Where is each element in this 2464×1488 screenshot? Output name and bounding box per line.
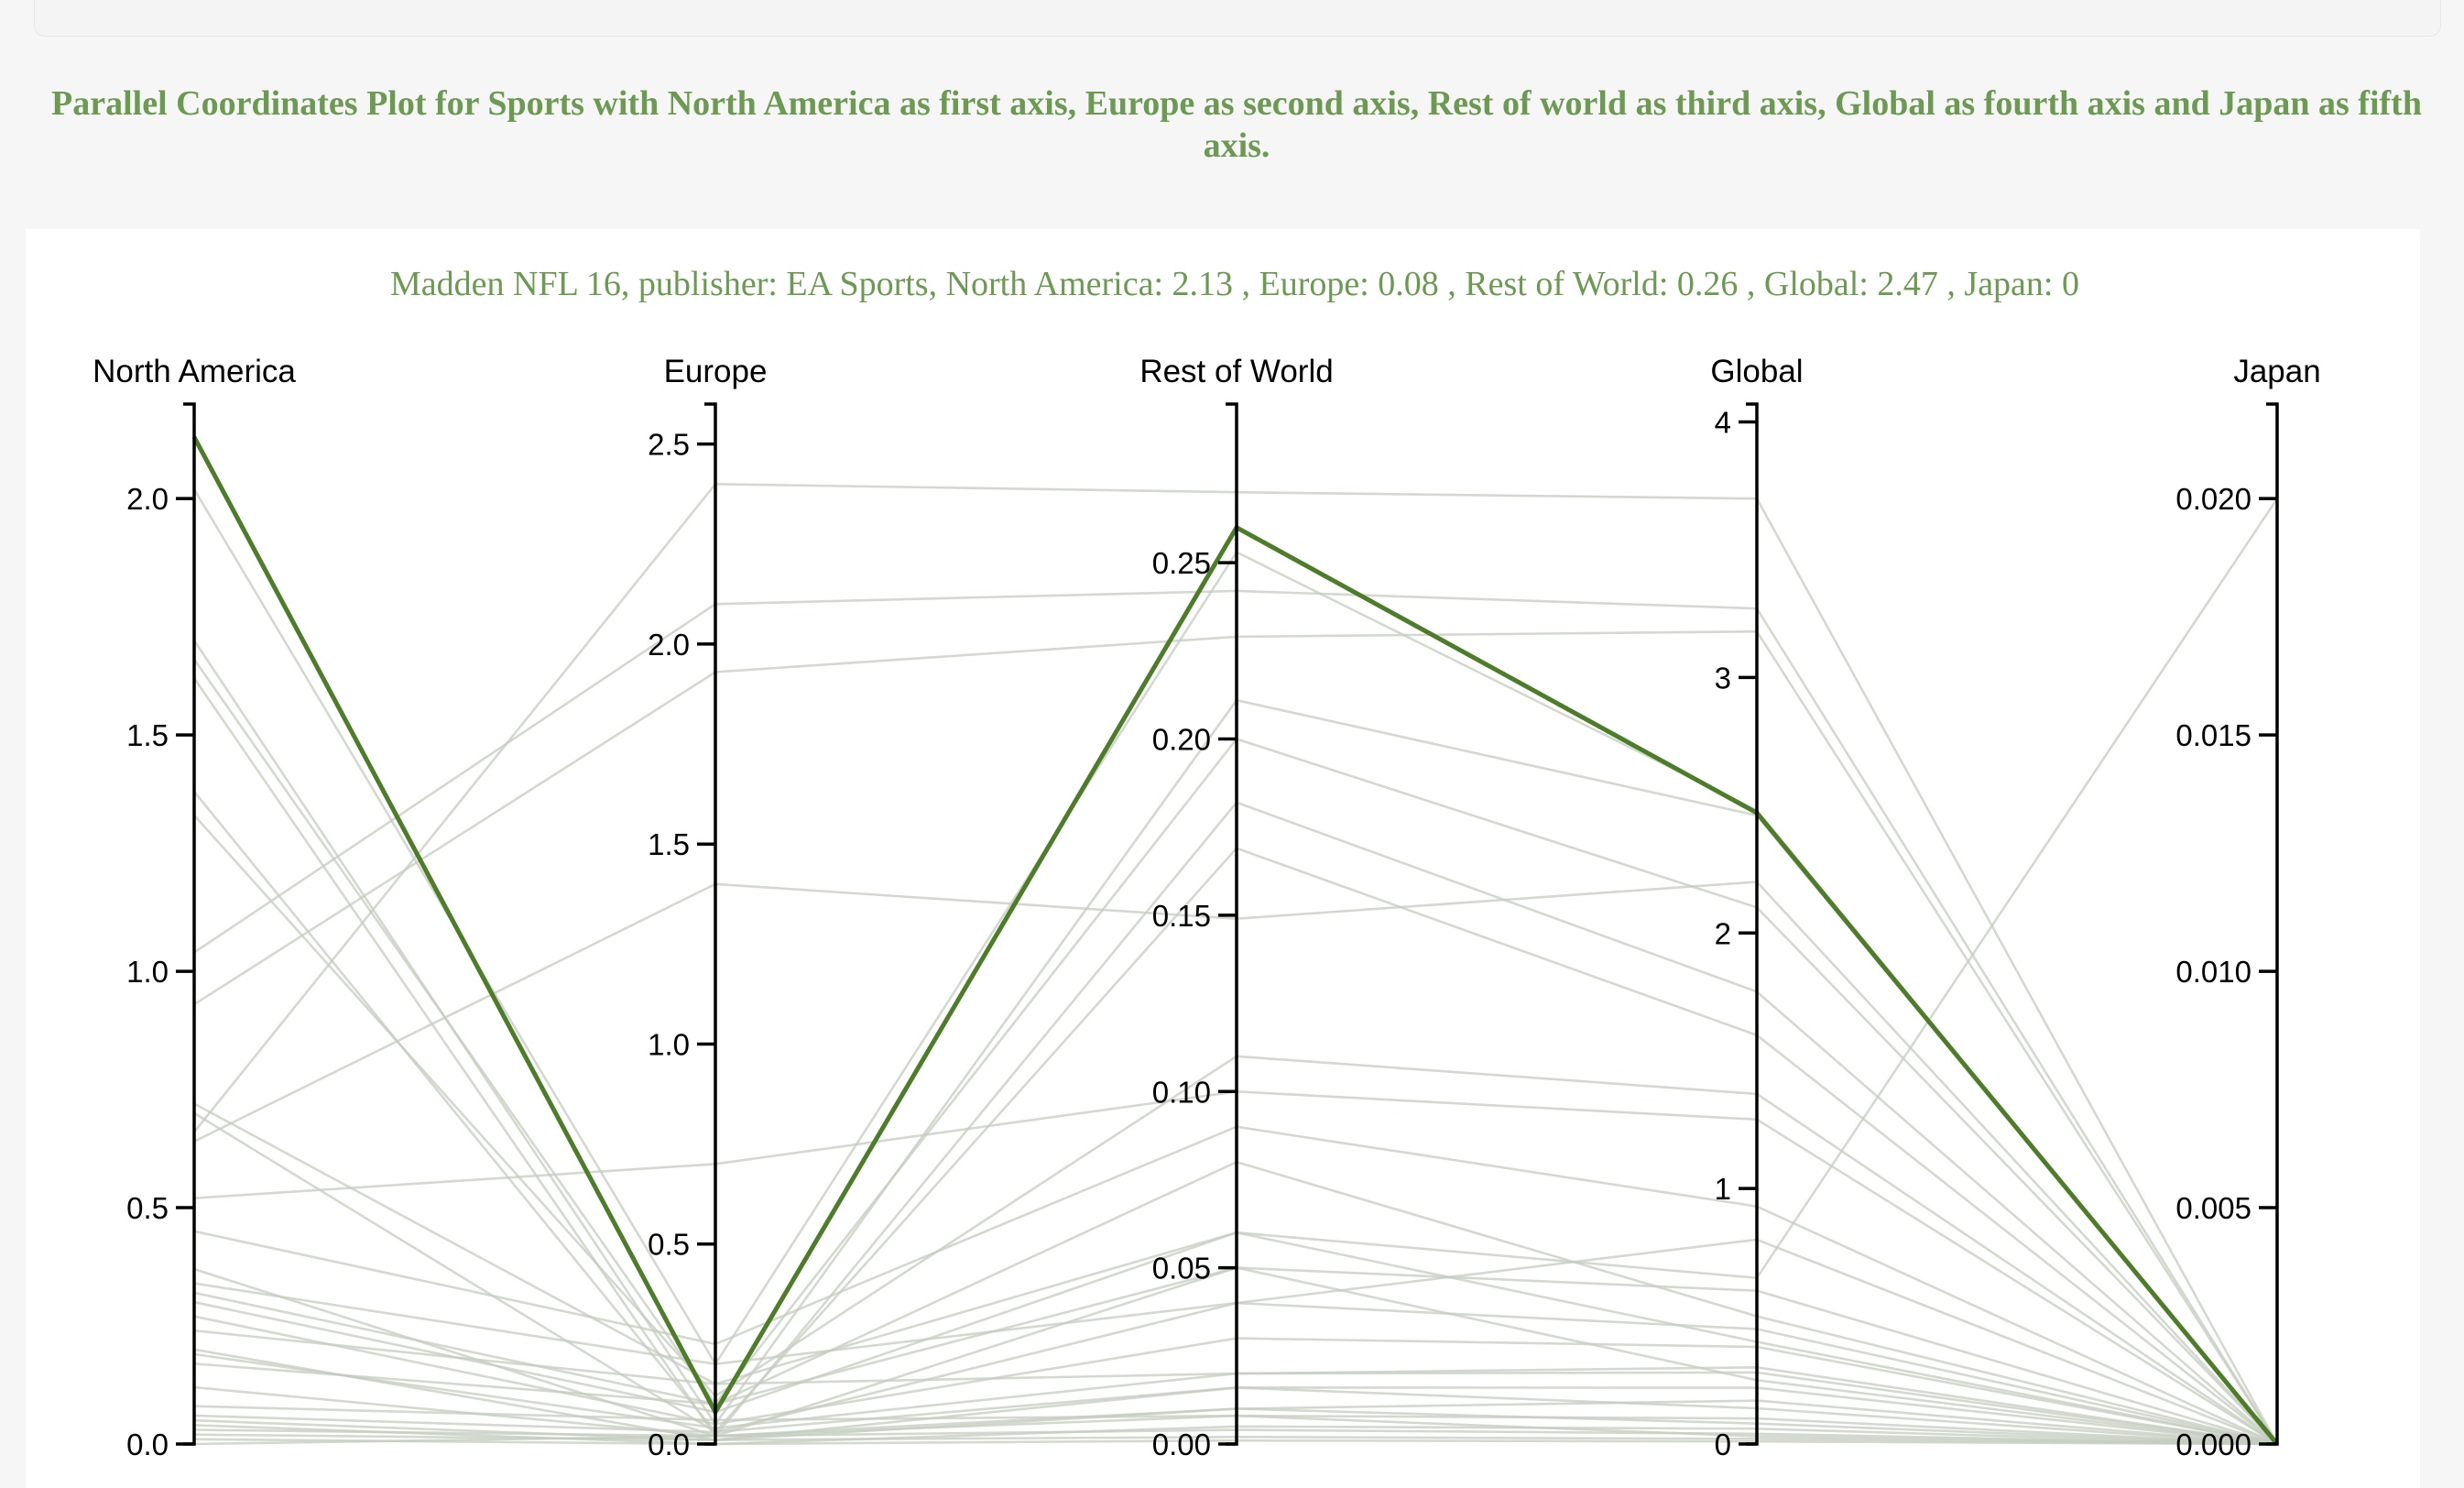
- tick-label: 2: [1715, 916, 1731, 950]
- tick-label: 0.20: [1152, 723, 1211, 757]
- tick-label: 0.00: [1152, 1428, 1211, 1461]
- tick-label: 1: [1715, 1172, 1731, 1206]
- tick-label: 4: [1715, 406, 1731, 440]
- tick-label: 0.0: [648, 1428, 690, 1461]
- tick-label: 0.020: [2175, 482, 2251, 516]
- axis-title: Japan: [2233, 354, 2320, 389]
- tick-label: 0.15: [1152, 899, 1211, 933]
- tick-label: 0.25: [1152, 546, 1211, 580]
- tick-label: 0.5: [648, 1228, 690, 1262]
- chart-caption: Madden NFL 16, publisher: EA Sports, Nor…: [390, 265, 2079, 303]
- tick-label: 2.0: [126, 482, 169, 516]
- tick-label: 1.0: [648, 1027, 690, 1061]
- axis-line: [704, 402, 717, 1446]
- tick-label: 0.015: [2175, 718, 2251, 752]
- tick-label: 0.000: [2175, 1428, 2251, 1461]
- axis-line: [183, 402, 196, 1446]
- tick-label: 3: [1715, 661, 1731, 695]
- axis-europe: Europe 0.0 0.5 1.0 1.5 2.0 2.5: [648, 354, 767, 1461]
- axis-title: Rest of World: [1139, 354, 1333, 389]
- tick-label: 1.0: [126, 955, 169, 989]
- axis-title: Europe: [664, 354, 768, 389]
- top-panel: [34, 0, 2441, 37]
- tick-label: 2.0: [648, 628, 690, 662]
- axis-title: Global: [1710, 354, 1803, 389]
- chart-card: Madden NFL 16, publisher: EA Sports, Nor…: [26, 229, 2420, 1488]
- tick-label: 1.5: [648, 827, 690, 861]
- tick-label: 0: [1715, 1428, 1731, 1461]
- axis-line: [2266, 402, 2279, 1446]
- axis-japan: Japan 0.000 0.005 0.010 0.015 0.020: [2175, 354, 2320, 1461]
- page-title: Parallel Coordinates Plot for Sports wit…: [51, 84, 2422, 165]
- tick-label: 0.010: [2175, 955, 2251, 989]
- tick-label: 1.5: [126, 718, 169, 752]
- axis-title: North America: [93, 354, 296, 389]
- axis-north-america: North America 0.0 0.5 1.0 1.5 2.0: [93, 354, 296, 1461]
- axis-global: Global 0 1 2 3 4: [1710, 354, 1803, 1461]
- tick-label: 0.005: [2175, 1191, 2251, 1225]
- axis-line: [1746, 402, 1759, 1446]
- axis-rest-of-world: Rest of World 0.00 0.05 0.10 0.15 0.20 0.25: [1139, 354, 1333, 1461]
- tick-label: 0.05: [1152, 1252, 1211, 1286]
- axes-layer: North America 0.0 0.5 1.0 1.5 2.0 Europe 0.0 0.5…: [93, 354, 2321, 1461]
- tick-label: 0.5: [126, 1191, 169, 1225]
- tick-label: 0.0: [126, 1428, 169, 1461]
- tick-label: 0.10: [1152, 1075, 1211, 1109]
- parallel-coordinates-chart: Madden NFL 16, publisher: EA Sports, Nor…: [93, 265, 2321, 1461]
- tick-label: 2.5: [648, 428, 690, 462]
